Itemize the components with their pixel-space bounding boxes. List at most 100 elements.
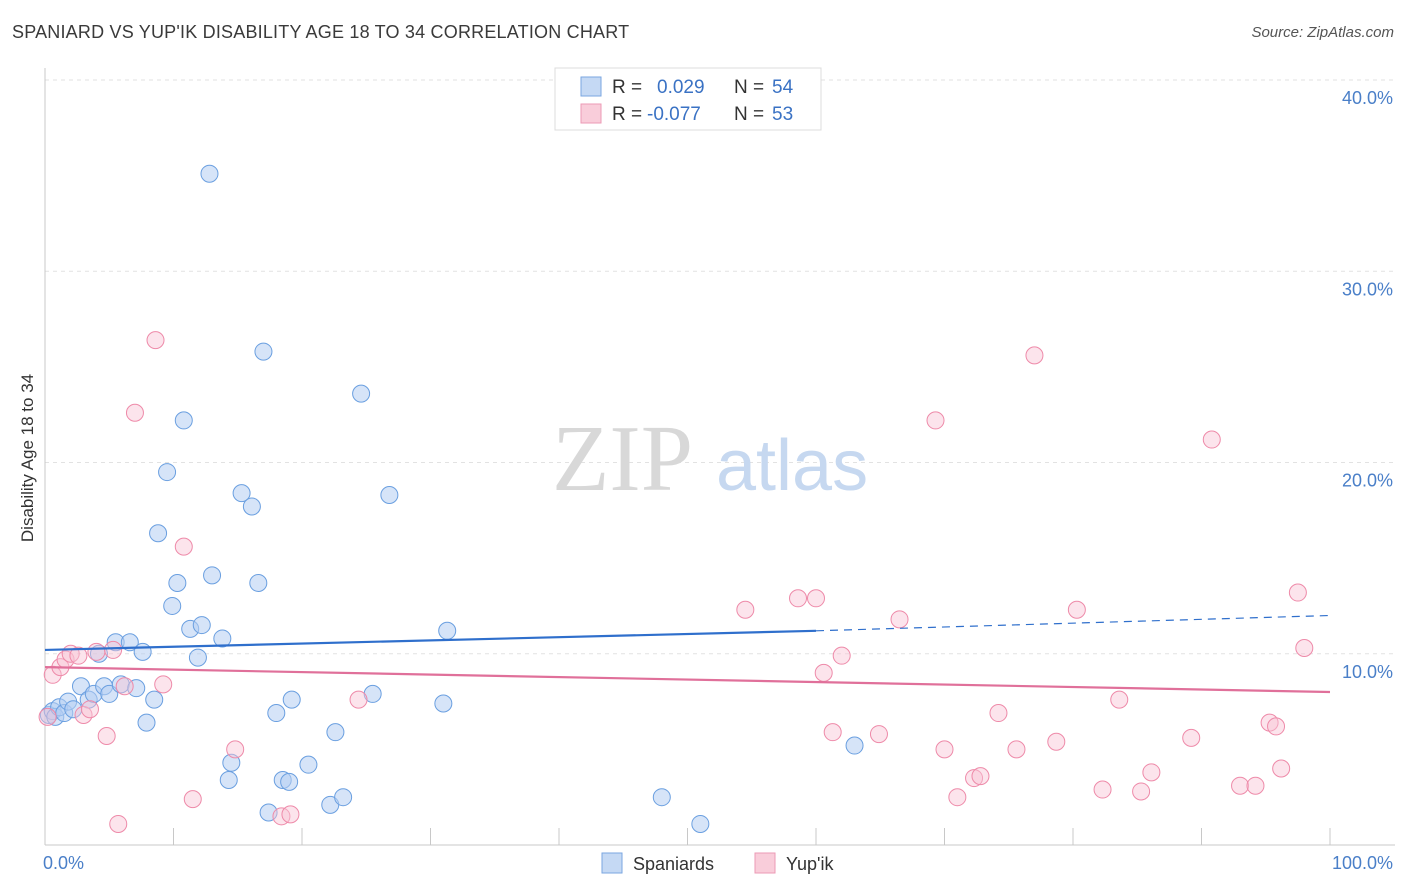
data-points — [38, 164, 1314, 833]
point-yupik-22 — [736, 600, 755, 619]
point-spaniards-51 — [652, 788, 671, 807]
point-yupik-37 — [1025, 346, 1044, 365]
point-yupik-10 — [104, 640, 123, 659]
point-yupik-9 — [97, 726, 116, 745]
bottom-legend-spaniards: Spaniards — [633, 854, 714, 874]
chart-title: SPANIARD VS YUP'IK DISABILITY AGE 18 TO … — [12, 22, 630, 42]
point-yupik-5 — [69, 646, 88, 665]
trend-line-yupik — [44, 666, 1331, 694]
legend: R = 0.029 N = 54 R = -0.077 N = 53 — [554, 67, 822, 131]
point-yupik-15 — [154, 675, 173, 694]
point-spaniards-12 — [100, 684, 119, 703]
legend-r-value-spaniards: 0.029 — [657, 77, 705, 98]
x-tick-label-1: 100.0% — [1332, 853, 1393, 873]
point-spaniards-17 — [133, 642, 152, 661]
point-yupik-35 — [989, 704, 1008, 723]
point-yupik-14 — [146, 331, 165, 350]
point-spaniards-22 — [163, 596, 182, 615]
point-spaniards-52 — [691, 814, 710, 833]
point-yupik-39 — [1067, 600, 1086, 619]
watermark-zip: ZIP — [552, 407, 693, 511]
point-spaniards-29 — [203, 566, 222, 585]
point-yupik-25 — [814, 663, 833, 682]
point-spaniards-41 — [282, 690, 301, 709]
point-spaniards-42 — [299, 755, 318, 774]
source-note: Source: ZipAtlas.com — [1251, 24, 1394, 41]
point-yupik-47 — [1246, 776, 1265, 795]
point-yupik-19 — [272, 807, 291, 826]
y-axis-label: Disability Age 18 to 34 — [18, 374, 37, 542]
point-spaniards-18 — [137, 713, 156, 732]
y-tick-label-2: 30.0% — [1342, 279, 1393, 299]
point-spaniards-27 — [192, 616, 211, 635]
point-spaniards-28 — [200, 164, 219, 183]
point-yupik-27 — [832, 646, 851, 665]
point-yupik-44 — [1182, 728, 1201, 747]
point-yupik-11 — [109, 814, 128, 833]
y-tick-label-1: 20.0% — [1342, 471, 1393, 491]
point-spaniards-33 — [232, 484, 251, 503]
trend-lines — [44, 614, 1331, 694]
legend-n-label-yupik: N = — [734, 104, 764, 125]
point-yupik-42 — [1132, 782, 1151, 801]
point-yupik-45 — [1202, 430, 1221, 449]
point-yupik-29 — [890, 610, 909, 629]
x-tick-labels: 0.0% 100.0% — [43, 853, 1393, 873]
point-spaniards-15 — [120, 633, 139, 652]
point-spaniards-23 — [168, 573, 187, 592]
point-yupik-46 — [1231, 776, 1250, 795]
legend-r-label-yupik: R = — [612, 104, 642, 125]
trend-line-spaniards-extension — [815, 614, 1331, 632]
legend-n-value-spaniards: 54 — [772, 77, 794, 98]
point-yupik-38 — [1047, 732, 1066, 751]
axes — [44, 68, 1395, 846]
point-yupik-16 — [174, 537, 193, 556]
bottom-legend-swatch-yupik — [754, 852, 776, 874]
y-tick-labels: 10.0% 20.0% 30.0% 40.0% — [1342, 88, 1393, 682]
legend-swatch-spaniards — [580, 76, 602, 97]
point-yupik-17 — [183, 790, 202, 809]
point-yupik-24 — [807, 589, 825, 608]
grid-lines — [45, 79, 1395, 655]
point-spaniards-21 — [158, 463, 177, 482]
point-spaniards-36 — [254, 342, 273, 361]
point-spaniards-46 — [352, 384, 371, 403]
point-spaniards-38 — [267, 704, 286, 723]
point-yupik-12 — [115, 677, 134, 696]
point-yupik-49 — [1267, 717, 1286, 736]
bottom-legend: Spaniards Yup'ik — [601, 852, 834, 874]
legend-r-value-yupik: -0.077 — [647, 104, 701, 125]
point-yupik-28 — [869, 725, 888, 744]
legend-swatch-yupik — [580, 103, 602, 124]
point-spaniards-45 — [334, 788, 353, 807]
y-tick-label-3: 40.0% — [1342, 88, 1393, 108]
point-yupik-32 — [948, 788, 967, 807]
point-yupik-21 — [349, 690, 368, 709]
point-yupik-20 — [281, 805, 300, 824]
point-yupik-23 — [789, 589, 808, 608]
point-spaniards-40 — [280, 772, 299, 791]
y-tick-label-0: 10.0% — [1342, 662, 1393, 682]
point-spaniards-19 — [145, 690, 164, 709]
legend-n-label-spaniards: N = — [734, 77, 764, 98]
point-yupik-34 — [971, 767, 990, 786]
point-yupik-31 — [935, 740, 954, 759]
point-spaniards-50 — [438, 621, 457, 640]
point-spaniards-49 — [434, 694, 453, 713]
watermark-atlas: atlas — [716, 426, 868, 506]
legend-r-label-spaniards: R = — [612, 77, 642, 98]
point-spaniards-53 — [845, 736, 864, 755]
point-yupik-7 — [80, 700, 99, 719]
point-spaniards-16 — [127, 679, 146, 698]
point-yupik-51 — [1288, 583, 1307, 602]
point-spaniards-35 — [249, 573, 268, 592]
point-yupik-30 — [926, 411, 945, 430]
point-yupik-41 — [1110, 690, 1129, 709]
point-spaniards-31 — [219, 770, 238, 789]
x-tick-label-0: 0.0% — [43, 853, 84, 873]
point-spaniards-48 — [380, 486, 399, 505]
point-yupik-8 — [87, 642, 106, 661]
watermark: ZIP atlas — [552, 407, 868, 511]
point-yupik-18 — [226, 740, 245, 759]
